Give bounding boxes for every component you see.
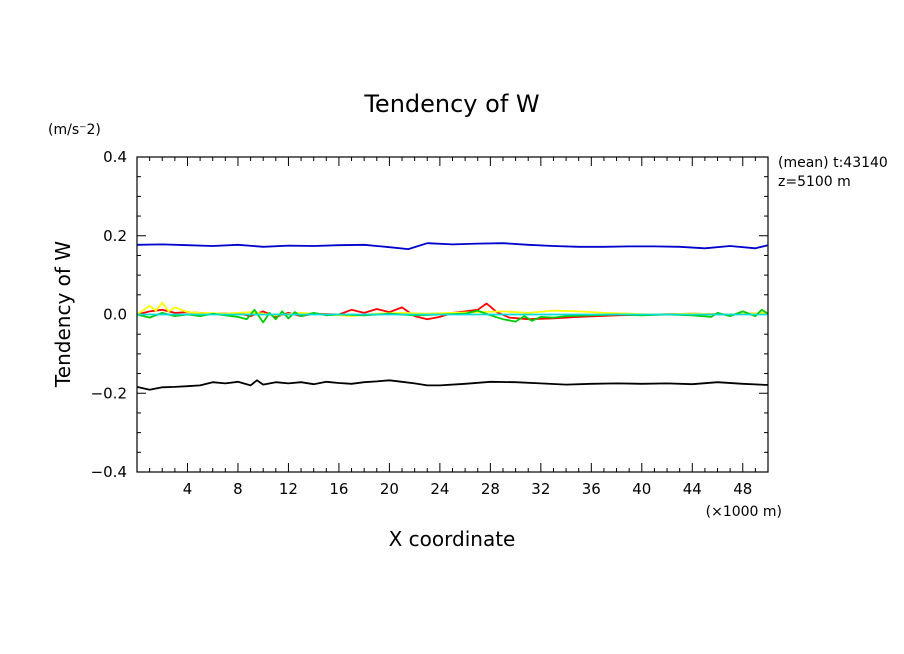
y-axis-label: Tendency of W: [51, 241, 75, 388]
y-tick-label: 0.2: [103, 227, 127, 245]
x-tick-label: 40: [632, 480, 651, 498]
plot-area: 4 8 12 16 20 24 28 32 36 40 44 48−0.4−0.20.00.20.4: [91, 148, 769, 498]
x-axis-label: X coordinate: [389, 527, 516, 551]
x-tick-label: 48: [733, 480, 752, 498]
y-tick-label: 0.0: [103, 306, 127, 324]
x-tick-label: 20: [380, 480, 399, 498]
x-tick-label: 24: [430, 480, 449, 498]
x-tick-label: 36: [582, 480, 601, 498]
annotation-height: z=5100 m: [778, 174, 851, 190]
annotation-time: (mean) t:43140: [778, 155, 888, 171]
x-tick-label: 44: [683, 480, 702, 498]
chart-title: Tendency of W: [363, 90, 539, 118]
y-units-label: (m/s⁻2): [48, 122, 101, 138]
x-tick-label: 12: [279, 480, 298, 498]
y-tick-label: −0.2: [91, 384, 127, 402]
y-tick-label: 0.4: [103, 148, 127, 166]
series-line-1: [136, 242, 769, 251]
x-tick-label: 32: [531, 480, 550, 498]
series-line-2: [136, 379, 769, 391]
x-tick-label: 16: [329, 480, 348, 498]
x-tick-label: 4: [183, 480, 193, 498]
plot-frame: [136, 156, 769, 473]
y-tick-label: −0.4: [91, 463, 127, 481]
x-tick-label: 8: [233, 480, 243, 498]
x-units-label: (×1000 m): [706, 504, 782, 520]
x-tick-label: 28: [481, 480, 500, 498]
